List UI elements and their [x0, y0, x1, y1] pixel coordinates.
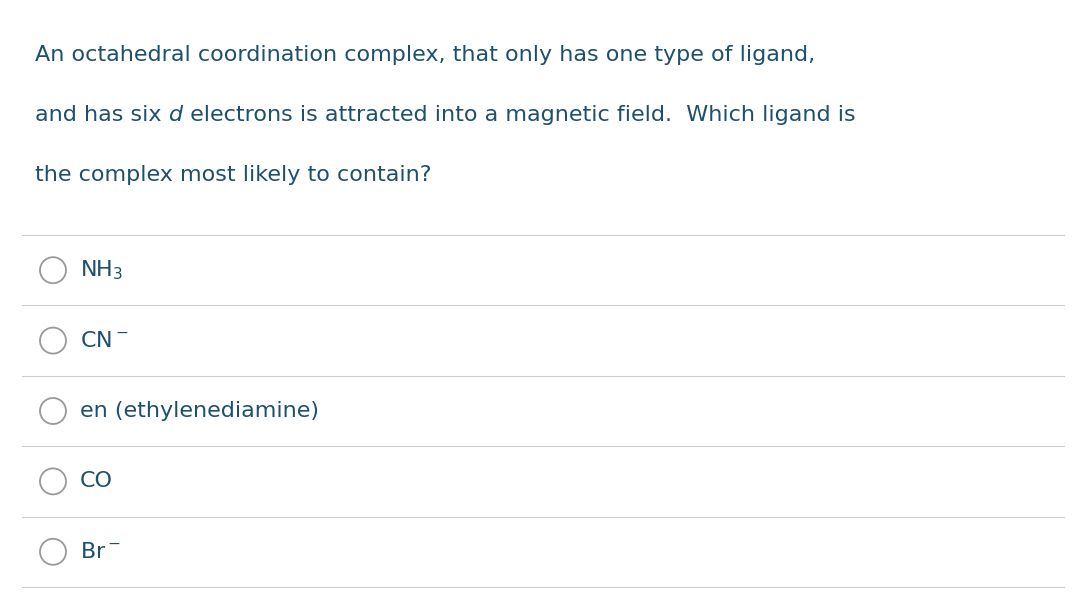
Text: the complex most likely to contain?: the complex most likely to contain? — [35, 165, 431, 185]
Text: and has six: and has six — [35, 105, 168, 125]
Text: d: d — [168, 105, 182, 125]
Text: An octahedral coordination complex, that only has one type of ligand,: An octahedral coordination complex, that… — [35, 45, 816, 65]
Text: en (ethylenediamine): en (ethylenediamine) — [80, 401, 319, 421]
Text: NH$_3$: NH$_3$ — [80, 258, 124, 282]
Text: CO: CO — [80, 471, 113, 491]
Text: electrons is attracted into a magnetic field.  Which ligand is: electrons is attracted into a magnetic f… — [182, 105, 856, 125]
Text: Br$^-$: Br$^-$ — [80, 542, 121, 562]
Text: CN$^-$: CN$^-$ — [80, 330, 129, 350]
